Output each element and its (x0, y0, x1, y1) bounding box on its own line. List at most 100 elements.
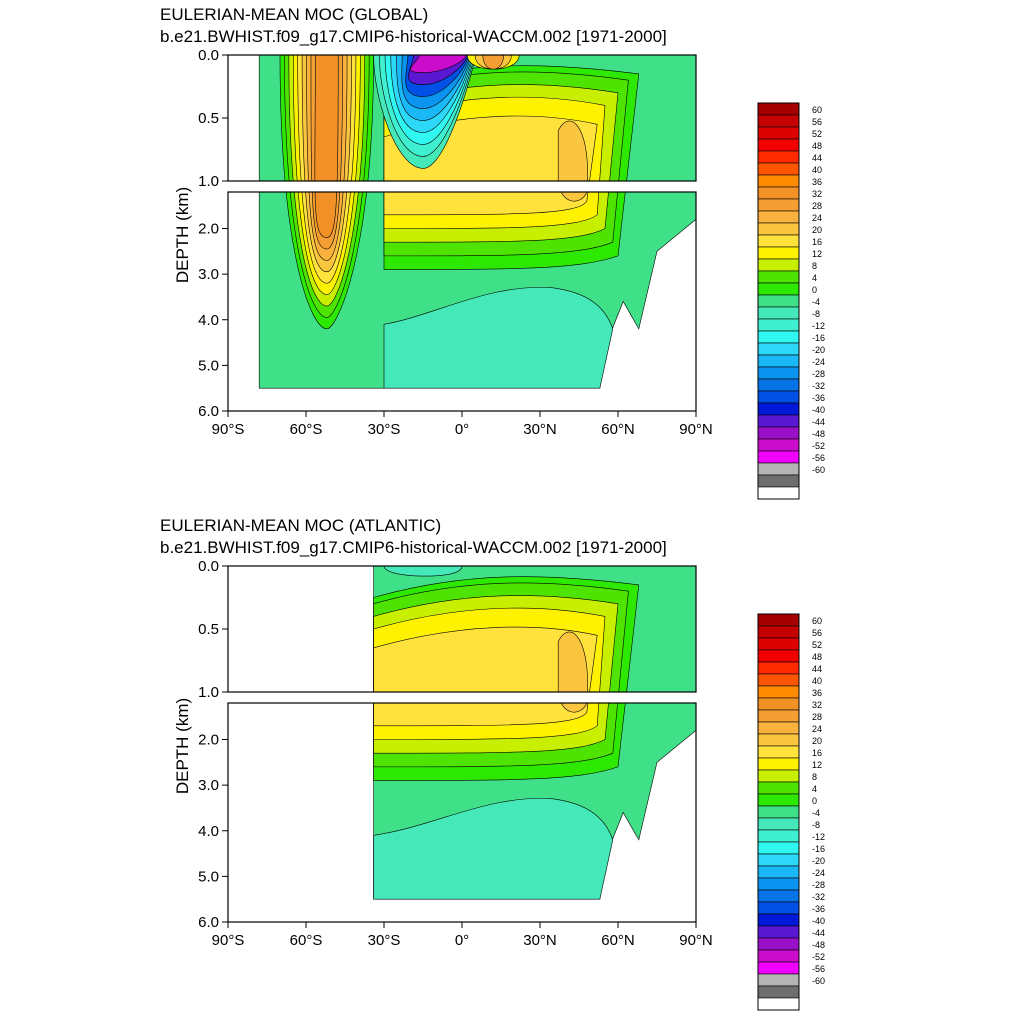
colorbar-label: 36 (812, 688, 822, 698)
colorbar-label: -40 (812, 405, 825, 415)
x-tick-label: 90°N (679, 421, 713, 438)
colorbar-label: 52 (812, 640, 822, 650)
colorbar-label: 56 (812, 628, 822, 638)
colorbar-swatch (757, 625, 800, 639)
y-tick-label: 0.5 (198, 621, 219, 638)
colorbar-swatch (757, 661, 800, 675)
colorbar-swatch (757, 126, 800, 140)
colorbar-swatch (757, 318, 800, 332)
colorbar-swatch (757, 901, 800, 915)
colorbar-swatch (757, 781, 800, 795)
global-moc-panel: EULERIAN-MEAN MOC (GLOBAL) b.e21.BWHIST.… (160, 5, 825, 500)
colorbar-swatch (757, 342, 800, 356)
colorbar-swatch (757, 162, 800, 176)
colorbar-swatch (757, 282, 800, 296)
x-tick-label: 60°N (601, 421, 635, 438)
colorbar-label: -56 (812, 964, 825, 974)
colorbar-label: -40 (812, 916, 825, 926)
colorbar-swatch (757, 426, 800, 440)
colorbar-swatch (757, 174, 800, 188)
atlantic-subtitle: b.e21.BWHIST.f09_g17.CMIP6-historical-WA… (160, 538, 667, 557)
colorbar-swatch (757, 294, 800, 308)
colorbar-swatch (757, 486, 800, 500)
colorbar-label: 20 (812, 225, 822, 235)
atlantic-y-axis-label: DEPTH (km) (173, 698, 192, 794)
colorbar-swatch (757, 949, 800, 963)
colorbar-label: 24 (812, 724, 822, 734)
colorbar-label: -4 (812, 808, 820, 818)
colorbar-swatch (757, 853, 800, 867)
colorbar-swatch (757, 354, 800, 368)
colorbar-swatch (757, 474, 800, 488)
atlantic-moc-panel: EULERIAN-MEAN MOC (ATLANTIC) b.e21.BWHIS… (160, 516, 825, 1011)
southern-cell-layer-8 (314, 55, 339, 238)
colorbar-swatch (757, 913, 800, 927)
colorbar-swatch (757, 733, 800, 747)
colorbar-label: 28 (812, 712, 822, 722)
colorbar-label: -12 (812, 832, 825, 842)
colorbar-swatch (757, 234, 800, 248)
colorbar-swatch (757, 841, 800, 855)
colorbar-label: -36 (812, 904, 825, 914)
colorbar-swatch (757, 366, 800, 380)
colorbar-swatch (757, 925, 800, 939)
y-tick-label: 0.0 (198, 47, 219, 64)
colorbar-swatch (757, 745, 800, 759)
colorbar-swatch (757, 450, 800, 464)
colorbar-swatch (757, 613, 800, 627)
colorbar-label: -28 (812, 369, 825, 379)
colorbar-label: 8 (812, 772, 817, 782)
atlantic-tropical-cell (383, 566, 463, 577)
colorbar-swatch (757, 985, 800, 999)
colorbar-label: -12 (812, 321, 825, 331)
y-tick-label: 5.0 (198, 868, 219, 885)
colorbar-swatch (757, 222, 800, 236)
colorbar-label: 48 (812, 652, 822, 662)
colorbar-label: 24 (812, 213, 822, 223)
x-tick-label: 30°N (523, 421, 557, 438)
y-tick-label: 6.0 (198, 914, 219, 931)
colorbar-label: 32 (812, 189, 822, 199)
tropical-cell-layer-8 (410, 55, 468, 73)
colorbar-label: -28 (812, 880, 825, 890)
colorbar-label: 12 (812, 249, 822, 259)
colorbar-swatch (757, 649, 800, 663)
colorbar-swatch (757, 402, 800, 416)
x-tick-label: 60°S (290, 421, 323, 438)
y-tick-label: 3.0 (198, 266, 219, 283)
y-tick-label: 3.0 (198, 777, 219, 794)
abyssal-cell-negative (373, 798, 614, 900)
global-y-axis-label: DEPTH (km) (173, 187, 192, 283)
colorbar-swatch (757, 270, 800, 284)
y-tick-label: 4.0 (198, 823, 219, 840)
colorbar-swatch (757, 306, 800, 320)
x-tick-label: 30°N (523, 932, 557, 949)
x-tick-label: 0° (455, 932, 469, 949)
colorbar-label: 0 (812, 285, 817, 295)
colorbar-label: -48 (812, 940, 825, 950)
colorbar-swatch (757, 889, 800, 903)
colorbar-label: -20 (812, 856, 825, 866)
colorbar-swatch (757, 673, 800, 687)
colorbar-label: 60 (812, 616, 822, 626)
colorbar-label: -24 (812, 357, 825, 367)
x-tick-label: 30°S (368, 421, 401, 438)
colorbar-swatch (757, 961, 800, 975)
colorbar-label: 8 (812, 261, 817, 271)
colorbar-label: 12 (812, 760, 822, 770)
contour-fill-0 (258, 55, 696, 389)
colorbar-swatch (757, 462, 800, 476)
colorbar-label: -4 (812, 297, 820, 307)
colorbar-label: -56 (812, 453, 825, 463)
colorbar-swatch (757, 877, 800, 891)
colorbar-label: -44 (812, 928, 825, 938)
colorbar-swatch (757, 246, 800, 260)
colorbar-swatch (757, 414, 800, 428)
x-tick-label: 90°S (212, 421, 245, 438)
abyssal-cell-negative (383, 287, 614, 389)
colorbar-swatch (757, 937, 800, 951)
y-tick-label: 2.0 (198, 732, 219, 749)
colorbar-label: -8 (812, 820, 820, 830)
colorbar-swatch (757, 757, 800, 771)
